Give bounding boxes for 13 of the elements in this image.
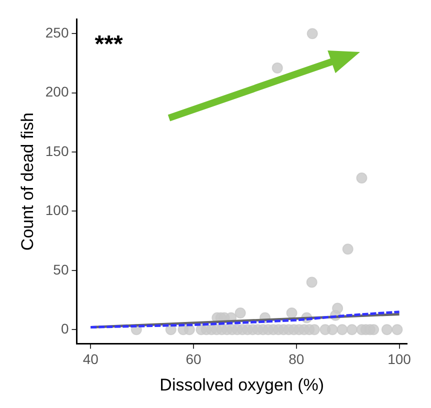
y-tick-label: 250 [45,24,69,40]
y-axis-title: Count of dead fish [18,112,37,251]
y-tick-label: 0 [60,320,69,336]
x-tick-label: 80 [288,351,304,368]
annotation: *** [94,31,124,58]
y-tick-label: 100 [45,202,69,218]
y-tick-label: 200 [45,84,69,100]
x-axis-title: Dissolved oxygen (%) [160,375,324,394]
x-tick-label: 40 [82,351,99,368]
y-tick-label: 50 [53,261,69,278]
x-tick-label: 100 [388,351,412,368]
y-tick-label: 150 [45,142,69,159]
x-tick-label: 60 [186,351,202,368]
